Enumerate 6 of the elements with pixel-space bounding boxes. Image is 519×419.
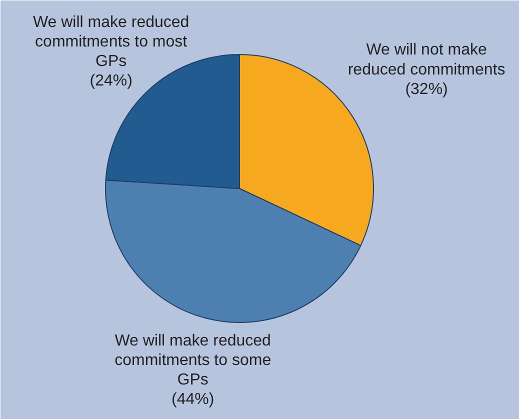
slice-label: We will make reduced commitments to some GPs: [114, 332, 272, 388]
slice-label: We will make reduced commitments to most GPs: [32, 14, 190, 70]
data-label: (32%): [405, 80, 448, 98]
slice-label: We will not make reduced commitments: [348, 42, 506, 78]
data-label: (44%): [172, 391, 214, 408]
data-label: (24%): [90, 72, 132, 90]
